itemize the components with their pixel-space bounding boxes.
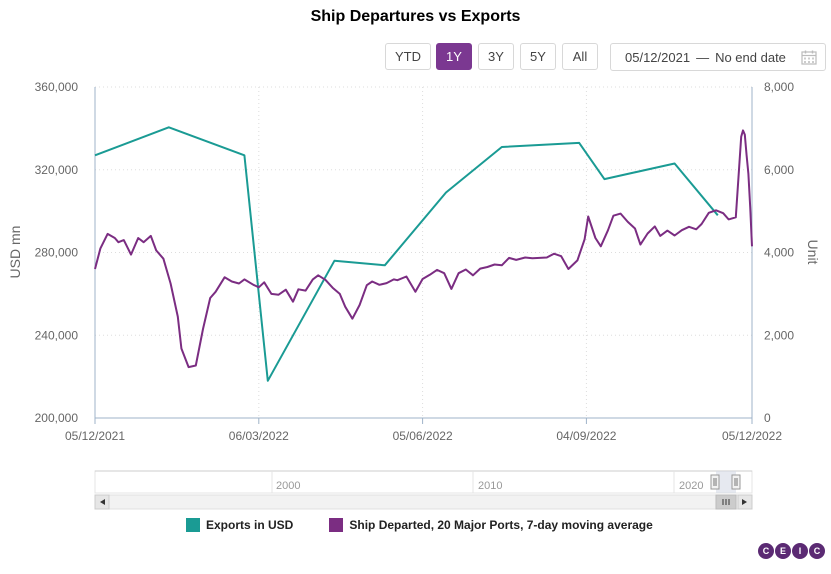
y-right-tick-label: 4,000 [764, 246, 794, 260]
y-left-tick-label: 240,000 [35, 328, 79, 342]
logo-letter: I [792, 543, 808, 559]
y-left-tick-label: 360,000 [35, 80, 79, 94]
logo-letter: C [809, 543, 825, 559]
y-axis-left-label: USD mn [7, 226, 23, 279]
range-button-all[interactable]: All [562, 43, 598, 70]
date-separator: — [696, 49, 710, 65]
left-tick-labels: 200,000 240,000 280,000 320,000 360,000 [35, 80, 79, 425]
x-tick-label: 04/09/2022 [556, 429, 616, 443]
logo-letter: C [758, 543, 774, 559]
legend-item-ships[interactable]: Ship Departed, 20 Major Ports, 7-day mov… [329, 518, 653, 532]
y-right-tick-label: 2,000 [764, 328, 794, 342]
y-right-tick-label: 0 [764, 411, 771, 425]
arrow-right-icon [742, 499, 747, 505]
y-left-tick-label: 280,000 [35, 246, 79, 260]
navigator-label-2000: 2000 [276, 480, 300, 492]
legend-label-exports: Exports in USD [206, 518, 294, 532]
navigator-background [94, 470, 753, 494]
scrollbar[interactable] [94, 494, 753, 510]
right-tick-labels: 0 2,000 4,000 6,000 8,000 [764, 80, 794, 425]
y-axis-right-label: Unit [805, 240, 821, 265]
y-right-tick-label: 6,000 [764, 163, 794, 177]
axes [94, 87, 753, 419]
navigator-handle-left[interactable] [710, 474, 720, 490]
navigator-selection [716, 471, 736, 493]
x-tick-label: 05/12/2022 [722, 429, 782, 443]
legend-item-exports[interactable]: Exports in USD [186, 518, 293, 532]
y-left-tick-label: 320,000 [35, 163, 79, 177]
x-tick-label: 05/12/2021 [65, 429, 125, 443]
date-range-picker[interactable]: 05/12/2021 — No end date [610, 43, 826, 71]
legend: Exports in USD Ship Departed, 20 Major P… [186, 518, 689, 532]
arrow-left-icon [100, 499, 105, 505]
date-to[interactable]: No end date [715, 49, 786, 65]
ceic-logo: C E I C [758, 543, 826, 559]
range-button-5y[interactable]: 5Y [520, 43, 556, 70]
y-right-tick-label: 8,000 [764, 80, 794, 94]
series-layer [94, 126, 753, 382]
y-left-tick-label: 200,000 [35, 411, 79, 425]
date-from[interactable]: 05/12/2021 [625, 49, 691, 65]
calendar-icon[interactable] [801, 50, 817, 65]
grid [94, 86, 753, 424]
navigator-handle-right[interactable] [731, 474, 741, 490]
legend-swatch-ships [329, 518, 344, 532]
navigator-label-2020: 2020 [679, 480, 703, 492]
chart-title: Ship Departures vs Exports [310, 8, 521, 25]
logo-letter: E [775, 543, 791, 559]
range-button-3y[interactable]: 3Y [478, 43, 514, 70]
range-button-1y[interactable]: 1Y [436, 43, 472, 70]
legend-label-ships: Ship Departed, 20 Major Ports, 7-day mov… [349, 518, 653, 532]
scrollbar-track [94, 494, 753, 510]
range-button-ytd[interactable]: YTD [385, 43, 431, 70]
x-tick-label: 06/03/2022 [229, 429, 289, 443]
navigator-label-2010: 2010 [478, 480, 502, 492]
x-tick-labels: 05/12/2021 06/03/2022 05/06/2022 04/09/2022… [65, 429, 782, 443]
series-line-ships[interactable] [94, 129, 753, 369]
legend-swatch-exports [186, 518, 200, 532]
x-tick-label: 05/06/2022 [393, 429, 453, 443]
series-line-exports[interactable] [94, 126, 719, 382]
navigator[interactable]: 2000 2010 2020 [94, 470, 753, 494]
